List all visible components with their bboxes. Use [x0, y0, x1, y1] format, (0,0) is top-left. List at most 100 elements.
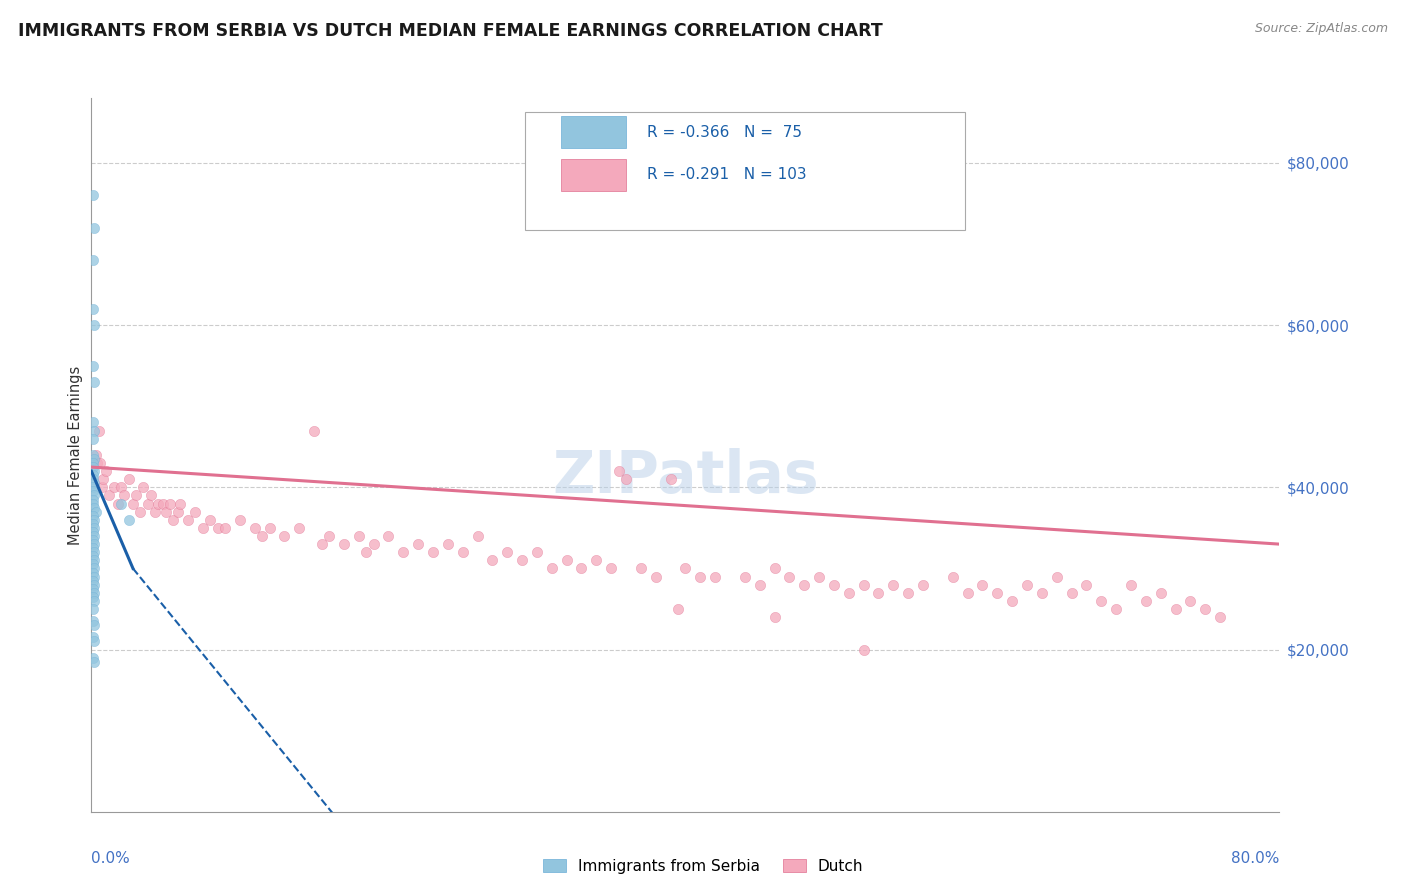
- Point: [98, 488, 121, 502]
- Point: [82, 359, 104, 373]
- Point: [748, 577, 770, 591]
- Text: R = -0.366   N =  75: R = -0.366 N = 75: [647, 125, 803, 139]
- Point: [82, 541, 104, 556]
- Point: [82, 432, 104, 446]
- Text: R = -0.291   N = 103: R = -0.291 N = 103: [647, 168, 807, 182]
- Point: [83, 545, 105, 559]
- Point: [87, 424, 110, 438]
- Point: [82, 448, 104, 462]
- Point: [82, 590, 104, 604]
- Point: [136, 497, 159, 511]
- Point: [82, 533, 104, 547]
- Point: [868, 586, 890, 600]
- Point: [673, 561, 696, 575]
- Point: [571, 561, 593, 575]
- Point: [83, 488, 105, 502]
- Point: [129, 505, 152, 519]
- Point: [288, 521, 311, 535]
- Point: [83, 521, 105, 535]
- Point: [897, 586, 920, 600]
- Point: [83, 586, 105, 600]
- Point: [82, 484, 104, 499]
- Point: [82, 631, 104, 645]
- Point: [689, 569, 711, 583]
- Point: [614, 472, 637, 486]
- Point: [125, 488, 148, 502]
- Point: [250, 529, 273, 543]
- Point: [122, 497, 145, 511]
- Point: [83, 561, 105, 575]
- Point: [82, 602, 104, 616]
- Point: [112, 488, 135, 502]
- Point: [82, 460, 104, 475]
- Point: [942, 569, 965, 583]
- Point: [510, 553, 533, 567]
- Point: [82, 549, 104, 564]
- Point: [1060, 586, 1083, 600]
- Point: [89, 456, 111, 470]
- Point: [82, 582, 104, 596]
- Point: [422, 545, 444, 559]
- Point: [82, 416, 104, 430]
- Text: IMMIGRANTS FROM SERBIA VS DUTCH MEDIAN FEMALE EARNINGS CORRELATION CHART: IMMIGRANTS FROM SERBIA VS DUTCH MEDIAN F…: [18, 22, 883, 40]
- Point: [540, 561, 562, 575]
- Point: [243, 521, 266, 535]
- Point: [83, 655, 105, 669]
- Point: [1119, 577, 1142, 591]
- Point: [704, 569, 727, 583]
- Point: [82, 508, 104, 523]
- Point: [214, 521, 236, 535]
- Point: [333, 537, 356, 551]
- Point: [778, 569, 800, 583]
- Point: [734, 569, 756, 583]
- Point: [152, 497, 174, 511]
- Point: [630, 561, 652, 575]
- Point: [83, 452, 105, 467]
- Point: [1031, 586, 1053, 600]
- Point: [1180, 594, 1202, 608]
- Point: [82, 516, 104, 531]
- Point: [451, 545, 474, 559]
- Point: [1015, 577, 1038, 591]
- Point: [607, 464, 630, 478]
- Point: [1149, 586, 1171, 600]
- Point: [852, 577, 875, 591]
- Point: [1076, 577, 1098, 591]
- Text: Source: ZipAtlas.com: Source: ZipAtlas.com: [1254, 22, 1388, 36]
- Text: ZIPatlas: ZIPatlas: [553, 448, 818, 505]
- Point: [229, 513, 252, 527]
- Point: [808, 569, 831, 583]
- Point: [166, 505, 188, 519]
- Point: [82, 253, 104, 268]
- Legend: Immigrants from Serbia, Dutch: Immigrants from Serbia, Dutch: [537, 853, 869, 880]
- Point: [496, 545, 519, 559]
- Point: [82, 188, 104, 202]
- Point: [83, 424, 105, 438]
- Point: [763, 610, 786, 624]
- Point: [259, 521, 281, 535]
- Point: [84, 505, 107, 519]
- Point: [526, 545, 548, 559]
- Point: [347, 529, 370, 543]
- Point: [107, 497, 129, 511]
- Point: [82, 480, 104, 494]
- Point: [585, 553, 607, 567]
- Point: [1194, 602, 1216, 616]
- Point: [110, 497, 132, 511]
- FancyBboxPatch shape: [561, 116, 626, 148]
- Point: [96, 464, 118, 478]
- Point: [83, 375, 105, 389]
- Point: [191, 521, 214, 535]
- Point: [852, 642, 875, 657]
- Point: [972, 577, 994, 591]
- Point: [159, 497, 181, 511]
- Point: [956, 586, 979, 600]
- Point: [83, 618, 105, 632]
- Point: [83, 318, 105, 333]
- Point: [82, 574, 104, 588]
- Point: [363, 537, 385, 551]
- Point: [177, 513, 200, 527]
- Point: [83, 220, 105, 235]
- Point: [793, 577, 815, 591]
- Point: [823, 577, 845, 591]
